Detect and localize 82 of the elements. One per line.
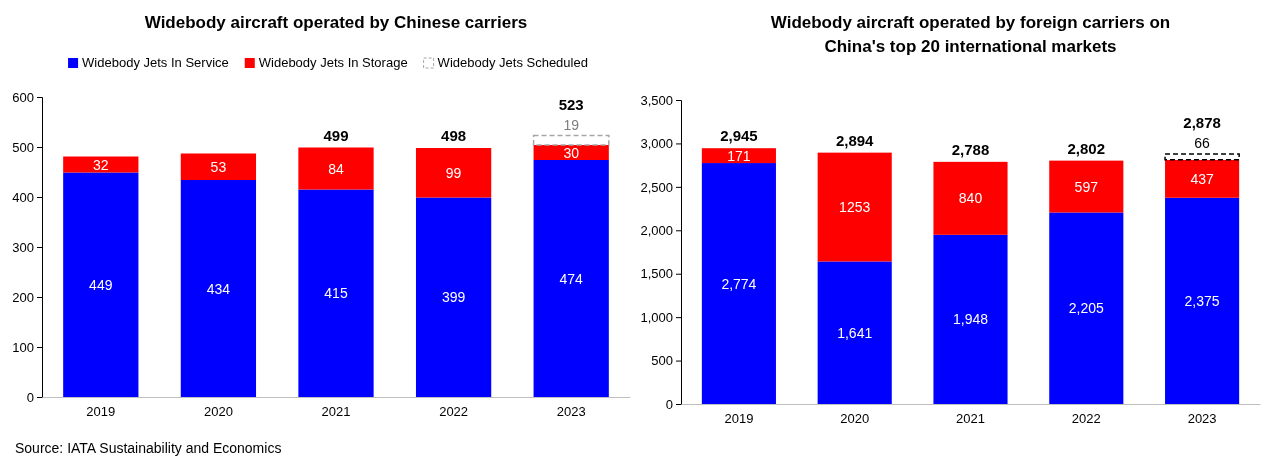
source-note: Source: IATA Sustainability and Economics — [15, 440, 282, 456]
bar — [817, 261, 892, 404]
bar — [701, 163, 776, 404]
x-tick-label: 2020 — [203, 404, 233, 420]
y-tick-label: 600 — [12, 89, 34, 105]
bar — [933, 234, 1008, 404]
total-label: 2,945 — [720, 127, 758, 145]
data-label: 437 — [1190, 170, 1214, 187]
data-label: 1,948 — [952, 311, 989, 328]
data-label: 597 — [1074, 178, 1099, 195]
x-tick-label: 2021 — [321, 404, 351, 420]
bar — [933, 161, 1008, 235]
data-label: 474 — [559, 270, 584, 287]
data-label: 449 — [89, 276, 113, 293]
bar — [298, 147, 374, 190]
bar — [1164, 153, 1240, 161]
bar — [63, 172, 139, 397]
x-tick-label: 2020 — [840, 411, 870, 427]
chart-title: Widebody aircraft operated by Chinese carriers — [144, 13, 528, 32]
bar — [532, 134, 610, 146]
data-label: 171 — [727, 147, 751, 164]
data-label: 2,205 — [1068, 300, 1105, 317]
x-tick-label: 2021 — [956, 411, 985, 427]
y-tick-label: 500 — [651, 353, 673, 369]
bar — [1165, 159, 1240, 198]
bar — [1049, 160, 1124, 213]
y-tick-label: 100 — [12, 339, 34, 355]
chart-title: Widebody aircraft operated by foreign carriers on China's top 20 international markets — [770, 13, 1171, 56]
legend-label: Widebody Jets Scheduled — [437, 55, 588, 70]
x-tick-label: 2023 — [1187, 411, 1217, 427]
x-tick-label: 2023 — [556, 404, 586, 420]
bar — [1165, 197, 1240, 404]
data-label: 99 — [445, 164, 462, 181]
data-label: 19 — [563, 116, 580, 133]
bar — [180, 180, 257, 397]
data-label: 840 — [958, 190, 983, 207]
y-tick-label: 0 — [665, 396, 673, 412]
bar — [1049, 212, 1124, 404]
data-label: 1253 — [839, 199, 871, 216]
data-label: 1,641 — [837, 324, 873, 341]
x-tick-label: 2019 — [724, 411, 754, 427]
y-tick-label: 200 — [12, 289, 34, 305]
y-tick-label: 2,500 — [640, 179, 673, 195]
y-tick-label: 3,500 — [640, 92, 673, 108]
total-label: 499 — [323, 126, 349, 144]
bar — [701, 148, 776, 164]
bar — [533, 160, 609, 397]
x-tick-label: 2019 — [86, 404, 116, 420]
legend-label: Widebody Jets In Service — [82, 55, 229, 70]
bar — [415, 197, 492, 397]
y-tick-label: 1,000 — [640, 309, 673, 325]
data-label: 2,774 — [721, 275, 757, 292]
total-label: 498 — [441, 127, 467, 144]
legend-label: Widebody Jets In Storage — [258, 55, 408, 70]
y-tick-label: 0 — [26, 389, 34, 405]
x-tick-label: 2022 — [1071, 411, 1101, 427]
bar — [415, 148, 492, 198]
y-tick-label: 2,000 — [640, 222, 673, 238]
bar — [298, 189, 374, 397]
y-tick-label: 400 — [12, 189, 34, 205]
data-label: 32 — [93, 156, 109, 173]
y-tick-label: 3,000 — [640, 136, 673, 152]
total-label: 2,802 — [1067, 139, 1106, 157]
total-label: 2,878 — [1183, 114, 1221, 132]
data-label: 66 — [1194, 135, 1211, 152]
y-tick-label: 1,500 — [640, 266, 673, 282]
bar — [63, 156, 139, 173]
data-label: 84 — [328, 160, 344, 177]
total-label: 523 — [558, 95, 584, 113]
total-label: 2,788 — [951, 140, 990, 158]
y-tick-label: 300 — [12, 239, 34, 255]
data-label: 434 — [206, 280, 231, 297]
data-label: 415 — [324, 285, 348, 302]
data-label: 2,375 — [1184, 292, 1220, 309]
bar — [180, 153, 257, 180]
total-label: 2,894 — [835, 131, 875, 149]
data-label: 30 — [563, 144, 580, 161]
bar — [817, 152, 892, 262]
x-tick-label: 2022 — [439, 404, 469, 420]
data-label: 399 — [441, 289, 466, 306]
data-label: 53 — [210, 158, 227, 175]
y-tick-label: 500 — [12, 139, 34, 155]
